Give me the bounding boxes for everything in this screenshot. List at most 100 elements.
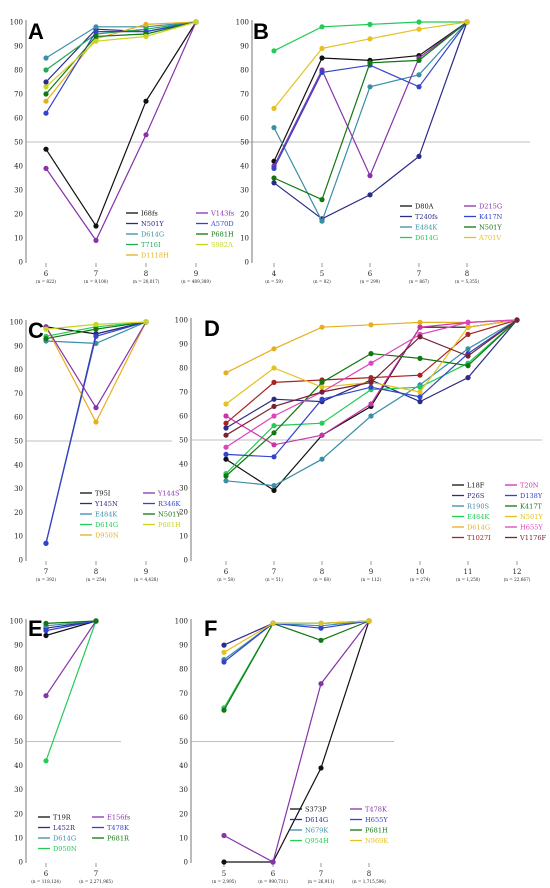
data-point <box>417 324 423 330</box>
sample-size-label: (n = 20,017) <box>133 279 160 284</box>
data-point <box>143 21 149 27</box>
data-point <box>465 353 471 359</box>
y-tick-label: 40 <box>14 762 23 770</box>
legend-label: Y145N <box>94 500 118 508</box>
legend-label: K417T <box>520 502 543 510</box>
sample-size-label: (n = 822) <box>36 279 56 284</box>
legend-label: S373P <box>305 805 327 813</box>
series-line <box>45 620 97 624</box>
data-point <box>143 98 149 104</box>
x-tick-label: 5 <box>222 870 226 878</box>
data-point <box>223 473 229 479</box>
y-tick-label: 0 <box>19 859 23 867</box>
data-point <box>367 84 373 90</box>
series-line <box>223 620 370 661</box>
sample-size-label: (n = 990,711) <box>258 879 288 884</box>
data-point <box>271 487 277 493</box>
data-point <box>368 379 374 385</box>
data-point <box>223 401 229 407</box>
y-tick-label: 70 <box>14 390 23 398</box>
x-tick-label: 9 <box>369 568 373 576</box>
data-point <box>319 45 325 52</box>
y-tick-label: 80 <box>14 666 23 674</box>
series-s982a <box>43 19 199 90</box>
data-point <box>368 401 374 407</box>
x-tick-label: 6 <box>368 270 373 278</box>
legend-label: V143fs <box>210 209 235 217</box>
legend-label: N501Y <box>141 220 164 228</box>
series-line <box>223 620 370 663</box>
x-tick-label: 8 <box>94 568 98 576</box>
data-point <box>271 423 277 429</box>
legend-label: N501Y <box>520 513 543 521</box>
data-point <box>223 451 229 457</box>
x-tick-label: 9 <box>144 568 148 576</box>
y-tick-label: 20 <box>179 810 188 818</box>
y-tick-label: 100 <box>175 317 188 325</box>
data-point <box>43 91 49 97</box>
data-point <box>221 642 227 648</box>
legend-label: R190S <box>467 502 490 510</box>
series-p681r <box>43 618 99 627</box>
legend-label: E484K <box>467 513 490 521</box>
data-point <box>368 375 374 381</box>
legend-label: T1027I <box>467 534 491 542</box>
y-tick-label: 100 <box>10 618 23 626</box>
data-point <box>416 57 422 64</box>
series-line <box>225 319 518 475</box>
data-point <box>93 33 99 40</box>
y-tick-label: 100 <box>10 19 23 27</box>
legend-label: V1176F <box>519 534 547 542</box>
legend-label: D614G <box>95 521 118 529</box>
x-tick-label: 9 <box>194 270 198 278</box>
sample-size-label: (n = 1,250) <box>456 577 480 582</box>
data-point <box>221 649 227 655</box>
data-point <box>43 79 49 85</box>
x-tick-label: 11 <box>464 568 473 576</box>
data-point <box>464 19 470 25</box>
sample-size-label: (n = 4,428) <box>134 577 158 582</box>
legend-label: E484K <box>95 510 118 518</box>
legend-label: T95I <box>95 489 111 497</box>
data-point <box>43 336 49 342</box>
y-tick-label: 20 <box>240 211 249 219</box>
data-point <box>368 413 374 419</box>
data-point <box>223 478 229 484</box>
y-tick-label: 40 <box>14 163 23 171</box>
x-tick-label: 7 <box>319 870 323 878</box>
series-line <box>45 21 197 228</box>
data-point <box>417 372 423 378</box>
legend-label: D614G <box>305 816 328 824</box>
data-point <box>271 365 277 371</box>
x-tick-label: 7 <box>272 568 276 576</box>
sample-size-label: (n = 58) <box>217 577 235 582</box>
data-point <box>318 625 324 631</box>
data-point <box>223 444 229 450</box>
y-tick-label: 90 <box>14 43 23 51</box>
data-point <box>417 399 423 405</box>
sample-size-label: (n = 118,124) <box>31 879 61 884</box>
series-t1027i <box>223 317 520 426</box>
y-tick-label: 50 <box>240 139 249 147</box>
legend-label: E484K <box>415 223 438 231</box>
data-point <box>271 403 277 409</box>
series-e484k <box>223 317 520 477</box>
data-point <box>221 707 227 713</box>
y-tick-label: 90 <box>14 342 23 350</box>
data-point <box>319 396 325 402</box>
legend-label: D215G <box>479 202 502 210</box>
legend-label: P26S <box>467 492 485 500</box>
data-point <box>93 223 99 229</box>
data-point <box>319 55 325 61</box>
series-n969k <box>221 618 372 655</box>
x-tick-label: 4 <box>272 270 277 278</box>
data-point <box>223 432 229 438</box>
data-point <box>271 125 277 131</box>
data-point <box>319 456 325 462</box>
data-point <box>367 36 373 42</box>
data-point <box>318 765 324 771</box>
panel-label: C <box>28 318 44 343</box>
data-point <box>223 420 229 426</box>
data-point <box>271 346 277 352</box>
data-point <box>465 346 471 352</box>
